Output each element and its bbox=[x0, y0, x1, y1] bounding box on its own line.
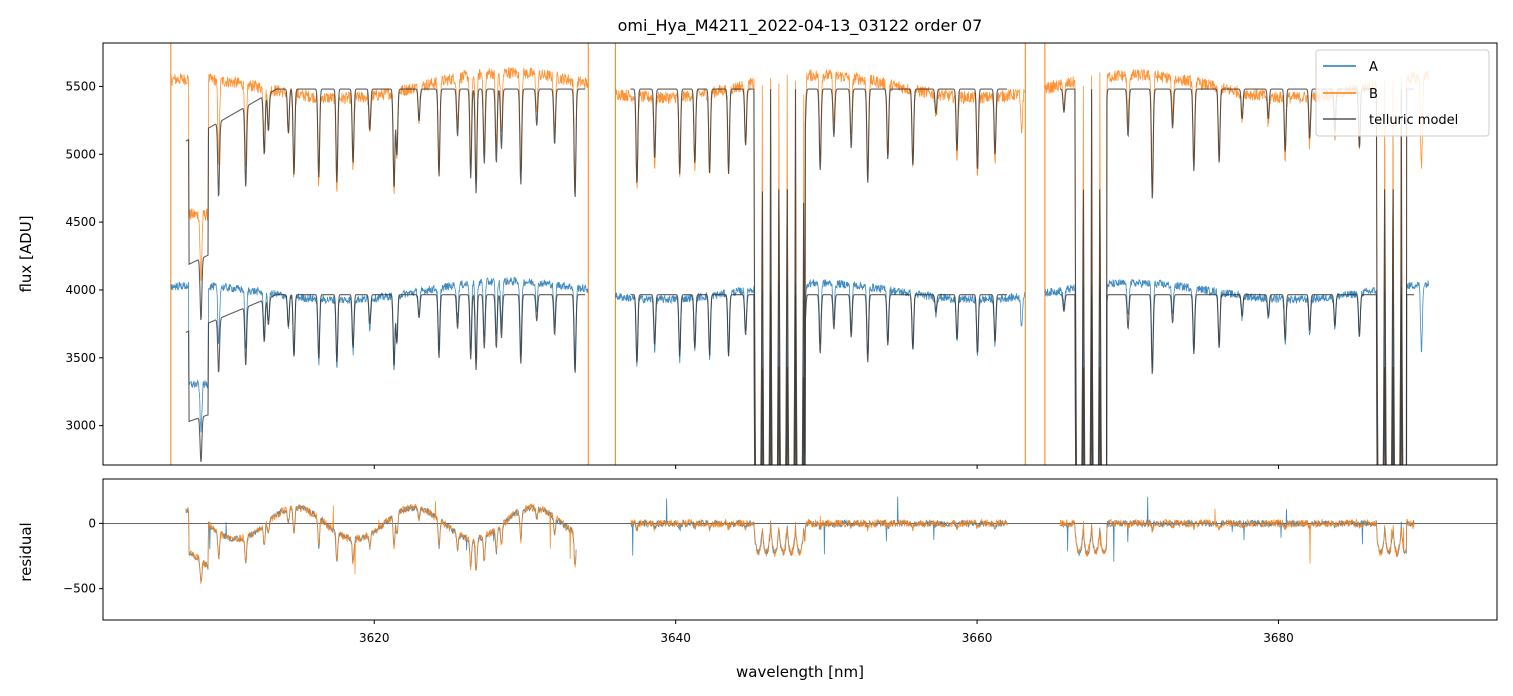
x-axis-label: wavelength [nm] bbox=[736, 663, 864, 681]
bottom-y-label: residual bbox=[17, 522, 35, 581]
top-panel: 3000 3500 4000 4500 5000 5500 flux [ADU] A B … bbox=[17, 42, 1498, 469]
legend-label-A: A bbox=[1369, 60, 1378, 75]
y-tick-label: 4000 bbox=[65, 283, 96, 297]
top-edge-lines bbox=[170, 43, 1046, 465]
y-tick-label: 0 bbox=[88, 516, 96, 530]
bottom-panel-background bbox=[103, 479, 1497, 620]
legend: A B telluric model bbox=[1315, 49, 1490, 137]
x-tick-label: 3660 bbox=[962, 631, 993, 645]
chart-title: omi_Hya_M4211_2022-04-13_03122 order 07 bbox=[618, 16, 983, 36]
y-tick-label: −500 bbox=[63, 582, 96, 596]
top-y-label: flux [ADU] bbox=[17, 215, 35, 292]
top-panel-frame bbox=[102, 42, 1498, 466]
top-x-ticks bbox=[373, 465, 1279, 469]
bottom-x-axis: 3620 3640 3660 3680 bbox=[359, 620, 1294, 645]
bottom-panel-frame bbox=[102, 478, 1498, 621]
bottom-y-axis: −500 0 bbox=[63, 516, 103, 596]
y-tick-label: 5500 bbox=[65, 79, 96, 93]
series-B-residual bbox=[185, 501, 1415, 584]
y-tick-label: 4500 bbox=[65, 215, 96, 229]
telluric-model-A bbox=[185, 293, 1414, 465]
x-tick-label: 3620 bbox=[359, 631, 390, 645]
legend-label-B: B bbox=[1369, 87, 1378, 102]
top-panel-background bbox=[103, 43, 1497, 465]
y-tick-label: 3000 bbox=[65, 419, 96, 433]
legend-box bbox=[1315, 49, 1490, 137]
legend-label-model: telluric model bbox=[1369, 113, 1458, 128]
bottom-panel: −500 0 3620 3640 3660 3680 residual waveleng… bbox=[17, 478, 1498, 681]
y-tick-label: 5000 bbox=[65, 147, 96, 161]
y-tick-label: 3500 bbox=[65, 351, 96, 365]
top-y-axis: 3000 3500 4000 4500 5000 5500 bbox=[65, 79, 103, 433]
x-tick-label: 3640 bbox=[660, 631, 691, 645]
x-tick-label: 3680 bbox=[1263, 631, 1294, 645]
